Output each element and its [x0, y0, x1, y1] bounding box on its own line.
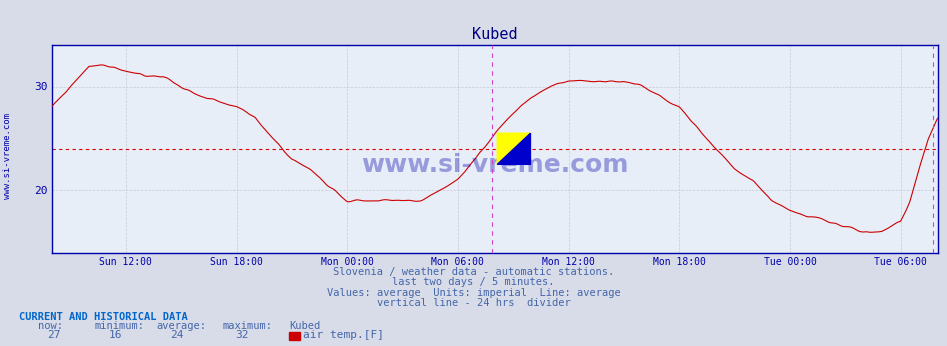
- Text: maximum:: maximum:: [223, 321, 273, 331]
- Text: Values: average  Units: imperial  Line: average: Values: average Units: imperial Line: av…: [327, 288, 620, 298]
- Text: 32: 32: [235, 330, 248, 340]
- Polygon shape: [497, 133, 530, 164]
- Polygon shape: [497, 133, 530, 164]
- Text: vertical line - 24 hrs  divider: vertical line - 24 hrs divider: [377, 298, 570, 308]
- Text: CURRENT AND HISTORICAL DATA: CURRENT AND HISTORICAL DATA: [19, 312, 188, 322]
- Text: air temp.[F]: air temp.[F]: [303, 330, 384, 340]
- Text: now:: now:: [38, 321, 63, 331]
- Title: Kubed: Kubed: [472, 27, 518, 43]
- Text: www.si-vreme.com: www.si-vreme.com: [3, 113, 12, 199]
- Text: www.si-vreme.com: www.si-vreme.com: [361, 153, 629, 177]
- Text: 27: 27: [47, 330, 61, 340]
- Text: average:: average:: [156, 321, 206, 331]
- Text: last two days / 5 minutes.: last two days / 5 minutes.: [392, 277, 555, 288]
- Text: Kubed: Kubed: [289, 321, 320, 331]
- Text: 16: 16: [109, 330, 122, 340]
- Text: Slovenia / weather data - automatic stations.: Slovenia / weather data - automatic stat…: [333, 267, 614, 277]
- Text: minimum:: minimum:: [95, 321, 145, 331]
- Text: 24: 24: [170, 330, 184, 340]
